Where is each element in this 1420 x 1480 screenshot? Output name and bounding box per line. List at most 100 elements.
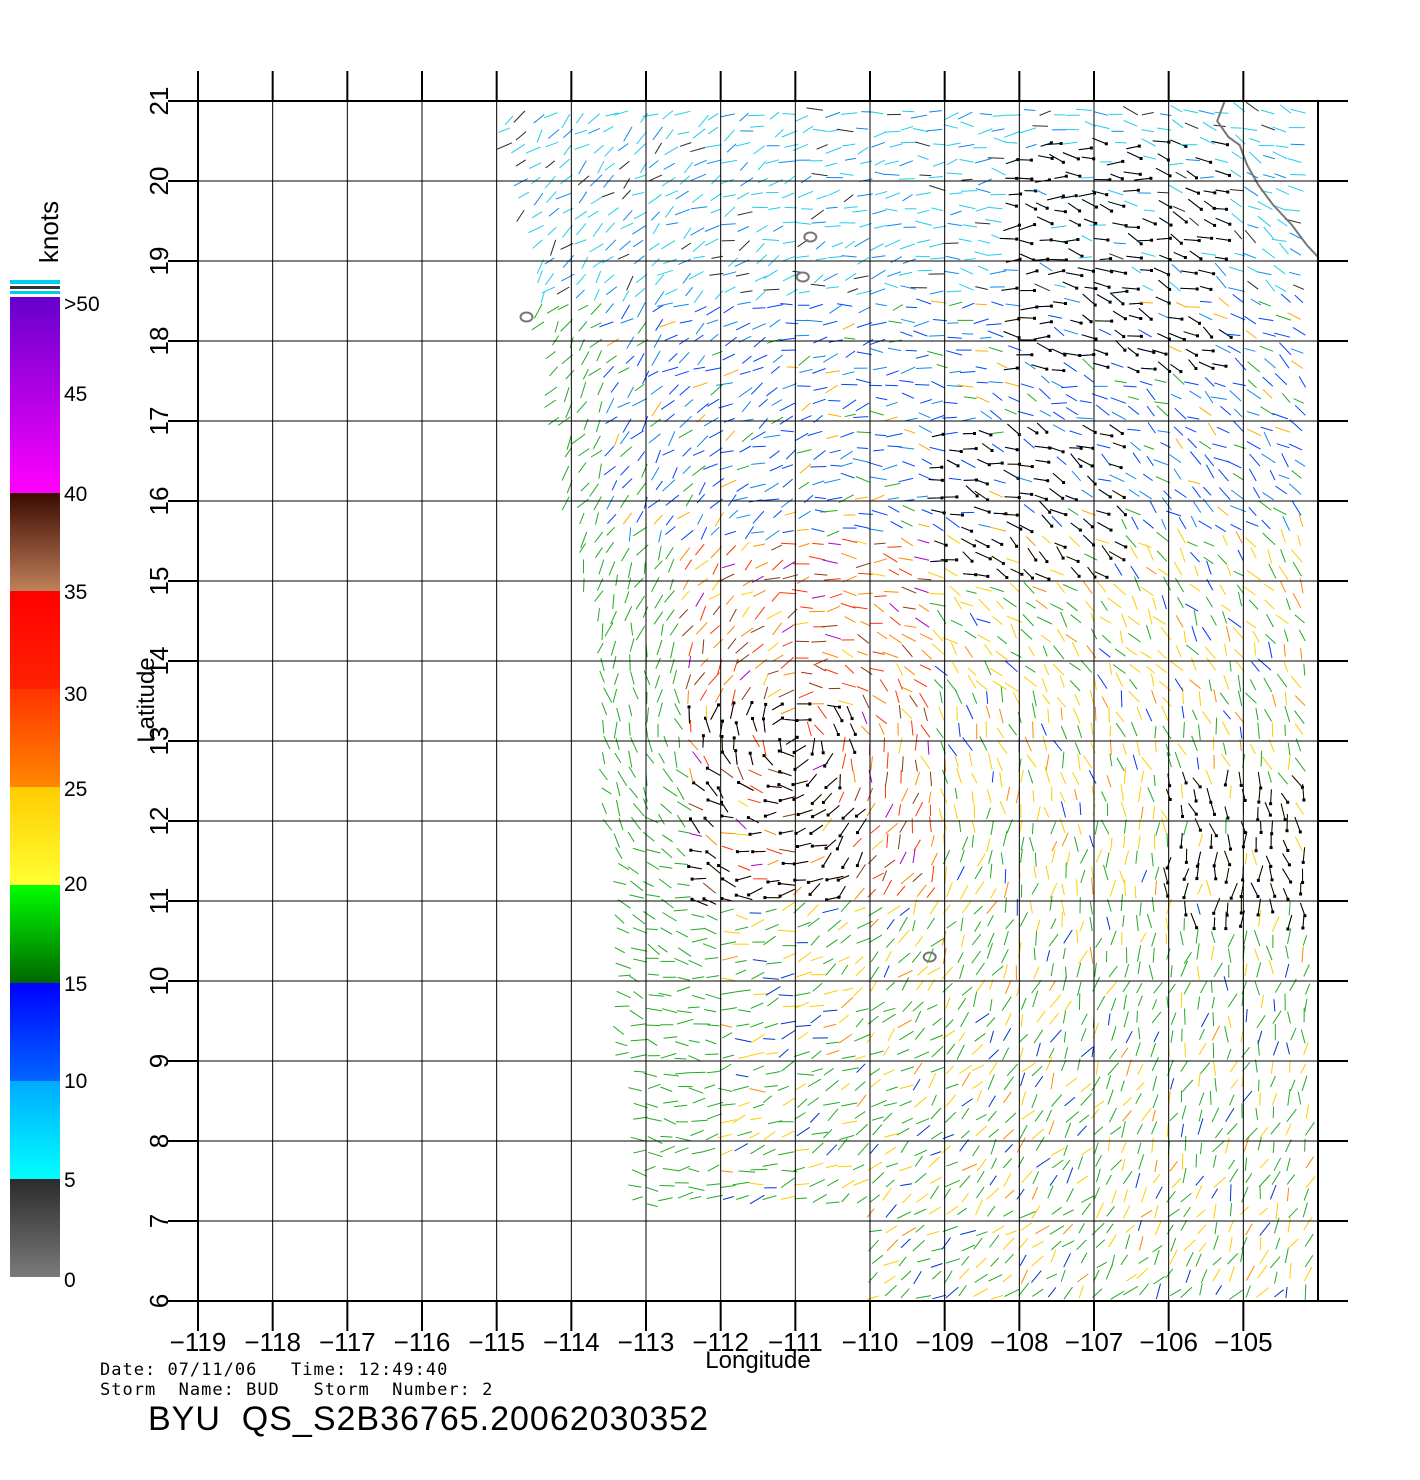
wind-vector [536, 129, 543, 143]
wind-vector [990, 1294, 1004, 1300]
wind-vector [1153, 981, 1163, 994]
wind-vector [1278, 242, 1289, 255]
rain-flag-vector [1196, 236, 1212, 239]
wind-vector [959, 1175, 971, 1188]
wind-vector [1234, 659, 1245, 673]
wind-vector [1082, 580, 1093, 594]
x-tick-label: −111 [768, 1327, 823, 1357]
wind-vector [687, 1006, 700, 1009]
wind-vector [892, 304, 903, 311]
wind-vector [1140, 651, 1152, 659]
rain-flag-vector [1082, 534, 1094, 546]
wind-vector [971, 791, 974, 804]
wind-vector [1003, 881, 1009, 899]
wind-vector [1108, 1107, 1117, 1123]
wind-vector [635, 625, 646, 641]
wind-vector [1147, 787, 1155, 803]
rain-flag-vector [1203, 200, 1215, 209]
wind-vector [630, 1054, 647, 1059]
wind-vector [629, 787, 638, 799]
wind-vector [710, 208, 722, 214]
wind-vector [1230, 1079, 1239, 1089]
wind-vector [1001, 949, 1009, 964]
wind-vector [1121, 613, 1128, 628]
rain-flag-vector [1134, 177, 1151, 181]
wind-vector [1260, 995, 1265, 1009]
wind-vector [1237, 549, 1244, 562]
rain-flag-vector [849, 723, 856, 735]
wind-vector [619, 240, 631, 251]
wind-vector [1258, 1207, 1269, 1216]
y-axis-label: Latitude [133, 657, 160, 742]
rain-flag-vector [846, 706, 853, 719]
wind-vector [647, 1038, 658, 1047]
wind-vector [989, 526, 1007, 532]
wind-vector [829, 449, 841, 454]
rain-flag-vector [1126, 145, 1140, 150]
wind-vector [544, 386, 558, 396]
wind-vector [750, 1002, 764, 1009]
wind-vector [615, 847, 623, 859]
wind-vector [1140, 1209, 1153, 1218]
wind-vector [606, 397, 615, 414]
wind-vector [1284, 705, 1291, 723]
wind-vector [655, 480, 663, 491]
wind-vector [1267, 549, 1272, 564]
wind-vector [899, 1084, 914, 1090]
wind-vector [1225, 333, 1241, 336]
wind-vector [721, 955, 739, 961]
wind-vector [1065, 966, 1067, 979]
wind-vector [811, 528, 825, 533]
wind-vector [914, 384, 930, 386]
wind-vector [680, 529, 694, 541]
wind-vector [1232, 293, 1244, 304]
wind-vector [633, 958, 648, 963]
wind-vector [923, 707, 928, 722]
wind-vector [1110, 997, 1117, 1011]
wind-vector [1100, 600, 1108, 611]
wind-vector [887, 347, 902, 352]
wind-vector [1046, 950, 1051, 962]
wind-vector [1272, 694, 1277, 707]
date-value: 07/11/06 [167, 1360, 258, 1380]
wind-vector [579, 543, 587, 553]
wind-vector [1244, 315, 1257, 325]
wind-vector [735, 1074, 749, 1078]
wind-vector [1174, 678, 1184, 692]
wind-vector [1219, 584, 1227, 596]
wind-vector [628, 750, 633, 768]
wind-vector [1006, 1063, 1019, 1077]
wind-vector [1152, 616, 1167, 625]
wind-vector [708, 592, 722, 600]
wind-vector [1224, 1137, 1230, 1154]
wind-vector [1096, 1202, 1104, 1219]
wind-vector [1264, 599, 1275, 610]
wind-vector [679, 608, 689, 619]
wind-vector [637, 451, 646, 462]
wind-vector [961, 836, 969, 851]
wind-vector [737, 226, 750, 232]
wind-vector [913, 320, 930, 327]
wind-vector [930, 1263, 943, 1268]
wind-vector [914, 1051, 930, 1059]
wind-vector [884, 160, 899, 165]
wind-vector [930, 937, 946, 948]
wind-vector [603, 736, 611, 750]
wind-vector [901, 1193, 912, 1204]
wind-vector [1211, 1107, 1220, 1123]
wind-vector [633, 211, 648, 220]
rain-flag-vector [1188, 359, 1197, 369]
wind-vector [1113, 242, 1126, 245]
wind-vector [1152, 1245, 1163, 1253]
wind-vector [1184, 426, 1197, 433]
wind-vector [829, 304, 842, 314]
wind-vector [1034, 1075, 1044, 1088]
plot-border [197, 100, 1319, 1302]
wind-vector [606, 526, 615, 536]
wind-vector [702, 882, 717, 894]
wind-vector [1033, 947, 1036, 961]
wind-vector [758, 398, 768, 408]
wind-vector [1291, 470, 1302, 479]
wind-vector [1110, 930, 1117, 946]
wind-vector [1125, 1234, 1131, 1250]
